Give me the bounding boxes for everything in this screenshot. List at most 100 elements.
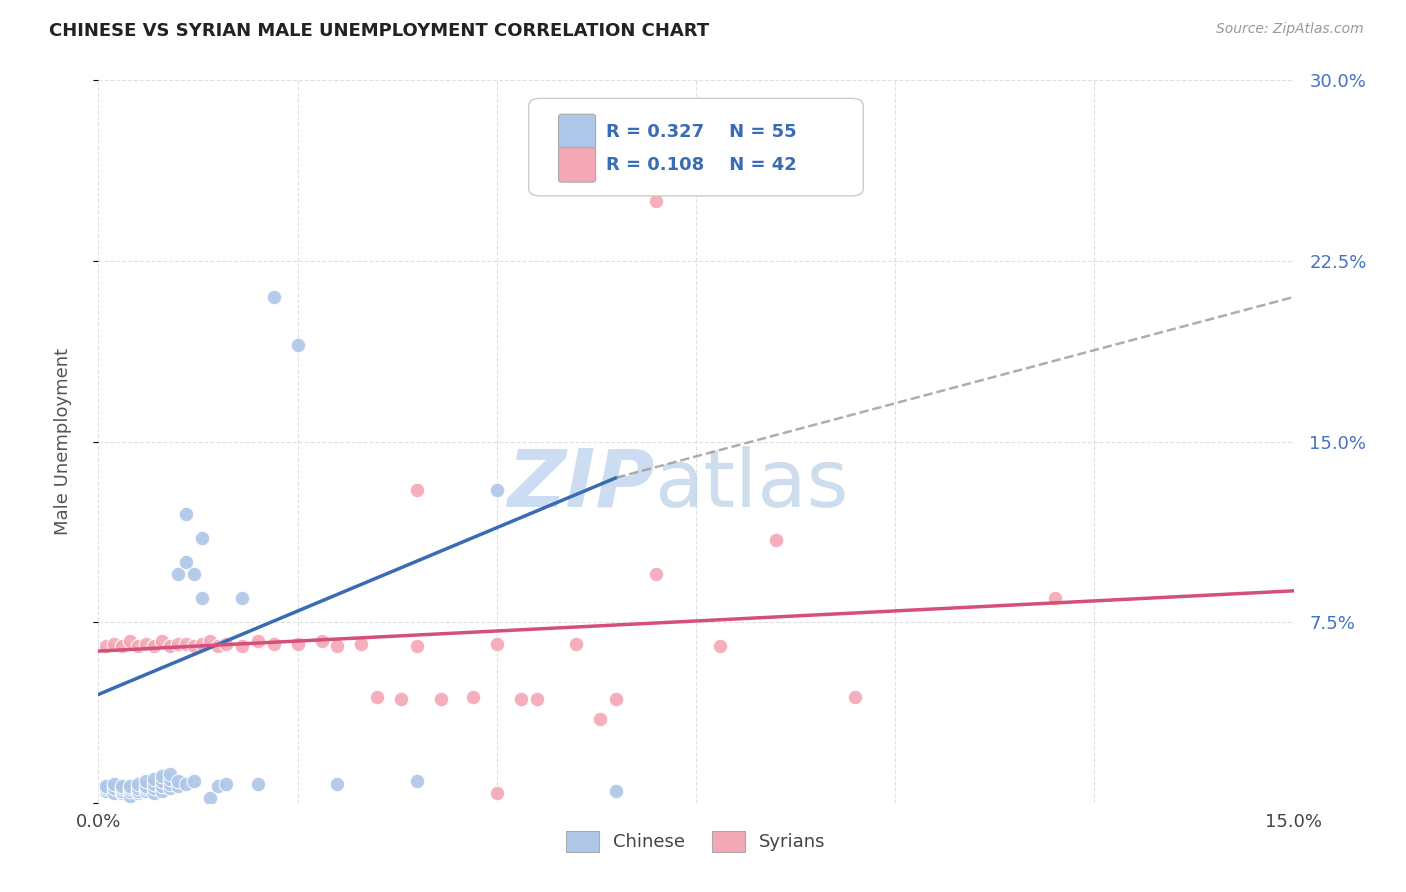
Point <box>127 639 149 653</box>
Point <box>174 555 197 569</box>
Point <box>215 776 238 790</box>
Point <box>509 692 531 706</box>
Point <box>485 786 508 800</box>
Point <box>150 784 173 798</box>
Point <box>263 290 285 304</box>
Point <box>645 194 668 208</box>
Point <box>406 639 429 653</box>
Point <box>150 634 173 648</box>
Point <box>96 781 118 796</box>
Point <box>127 781 149 796</box>
Legend: Chinese, Syrians: Chinese, Syrians <box>560 823 832 859</box>
Point <box>120 781 142 796</box>
Point <box>143 776 166 790</box>
Point <box>605 784 627 798</box>
Point <box>406 483 429 497</box>
Point <box>406 774 429 789</box>
Point <box>215 637 238 651</box>
Point <box>287 637 309 651</box>
Point <box>103 781 125 796</box>
Point <box>350 637 373 651</box>
Point <box>167 774 190 789</box>
Point <box>174 776 197 790</box>
Point <box>174 507 197 521</box>
Point <box>167 779 190 793</box>
Point <box>150 774 173 789</box>
Point <box>120 634 142 648</box>
Point <box>120 779 142 793</box>
Point <box>589 712 612 726</box>
FancyBboxPatch shape <box>558 114 596 149</box>
Point <box>96 784 118 798</box>
Point <box>159 776 181 790</box>
Point <box>103 786 125 800</box>
Point <box>461 690 484 704</box>
Text: ZIP: ZIP <box>506 446 654 524</box>
Point <box>167 567 190 582</box>
Point <box>709 639 731 653</box>
Point <box>605 692 627 706</box>
Point <box>96 639 118 653</box>
Point <box>167 637 190 651</box>
Point <box>111 639 134 653</box>
Point <box>191 531 214 545</box>
Point <box>183 639 205 653</box>
Point <box>565 637 588 651</box>
Point <box>111 786 134 800</box>
Point <box>135 781 157 796</box>
Point <box>246 634 269 648</box>
Point <box>485 637 508 651</box>
Point <box>111 779 134 793</box>
Point <box>120 789 142 803</box>
Point <box>150 769 173 783</box>
Point <box>526 692 548 706</box>
Point <box>143 639 166 653</box>
Point <box>231 591 253 605</box>
Point <box>1043 591 1066 605</box>
Point <box>198 791 221 805</box>
FancyBboxPatch shape <box>558 147 596 182</box>
Point <box>246 776 269 790</box>
Point <box>150 779 173 793</box>
Point <box>389 692 412 706</box>
Point <box>485 483 508 497</box>
FancyBboxPatch shape <box>529 98 863 196</box>
Point <box>143 772 166 786</box>
Point <box>159 767 181 781</box>
Point <box>174 637 197 651</box>
Point <box>135 637 157 651</box>
Point <box>143 781 166 796</box>
Point <box>207 779 229 793</box>
Point <box>198 634 221 648</box>
Point <box>326 776 349 790</box>
Point <box>645 567 668 582</box>
Text: R = 0.108    N = 42: R = 0.108 N = 42 <box>606 156 797 174</box>
Point <box>765 533 787 548</box>
Point <box>287 338 309 352</box>
Text: Source: ZipAtlas.com: Source: ZipAtlas.com <box>1216 22 1364 37</box>
Point <box>135 774 157 789</box>
Point <box>366 690 388 704</box>
Point <box>263 637 285 651</box>
Point <box>103 776 125 790</box>
Point <box>326 639 349 653</box>
Point <box>207 639 229 653</box>
Point <box>183 774 205 789</box>
Point <box>127 786 149 800</box>
Point <box>311 634 333 648</box>
Point <box>96 779 118 793</box>
Point <box>430 692 453 706</box>
Text: atlas: atlas <box>654 446 848 524</box>
Point <box>159 781 181 796</box>
Point <box>191 637 214 651</box>
Point <box>111 784 134 798</box>
Point <box>231 639 253 653</box>
Point <box>143 786 166 800</box>
Point <box>103 637 125 651</box>
Point <box>191 591 214 605</box>
Point <box>135 779 157 793</box>
Point <box>183 567 205 582</box>
Point <box>127 776 149 790</box>
Point <box>159 772 181 786</box>
Point <box>127 784 149 798</box>
